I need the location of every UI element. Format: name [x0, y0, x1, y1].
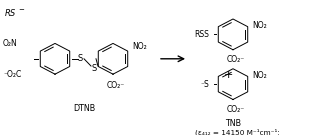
Text: CO₂⁻: CO₂⁻	[107, 81, 125, 90]
Text: O₂N: O₂N	[3, 39, 18, 48]
Text: NO₂: NO₂	[252, 21, 267, 30]
Text: S: S	[78, 54, 83, 63]
Text: ⁻O₂C: ⁻O₂C	[3, 70, 21, 79]
Text: NO₂: NO₂	[252, 71, 267, 80]
Text: NO₂: NO₂	[132, 42, 147, 51]
Text: (ε₄₁₂ = 14150 M⁻¹cm⁻¹;: (ε₄₁₂ = 14150 M⁻¹cm⁻¹;	[195, 128, 280, 135]
Text: S: S	[91, 64, 96, 73]
Text: CO₂⁻: CO₂⁻	[227, 105, 245, 114]
Text: DTNB: DTNB	[73, 104, 95, 113]
Text: RS: RS	[5, 9, 16, 18]
Text: ⁻S: ⁻S	[200, 80, 209, 89]
Text: CO₂⁻: CO₂⁻	[227, 55, 245, 64]
Text: TNB: TNB	[225, 119, 241, 128]
Text: +: +	[223, 70, 233, 80]
Text: RSS: RSS	[194, 30, 209, 39]
Text: −: −	[18, 7, 24, 13]
